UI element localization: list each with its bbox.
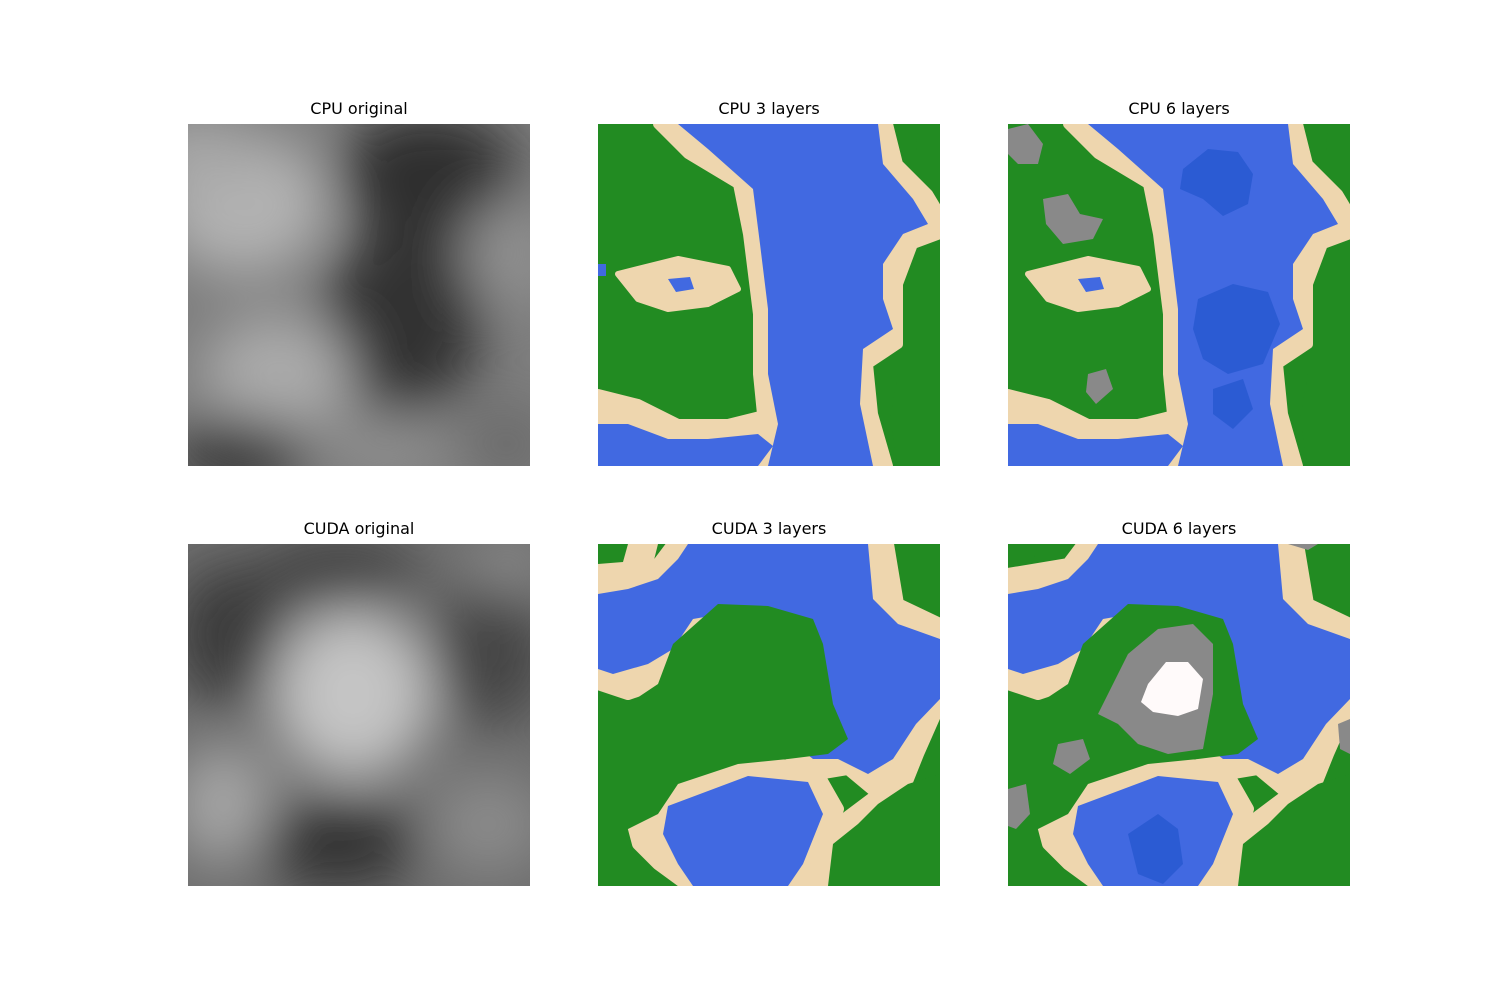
panel-title: CUDA 3 layers <box>711 519 827 538</box>
terrain-map <box>598 544 940 886</box>
heightmap-image <box>188 544 530 886</box>
terrain-map <box>598 124 940 466</box>
panel-title: CUDA original <box>303 519 415 538</box>
terrain-map <box>1008 124 1350 466</box>
panel-title: CPU 6 layers <box>1128 99 1230 118</box>
panel-title: CUDA 6 layers <box>1121 519 1237 538</box>
terrain-map <box>1008 544 1350 886</box>
panel-title: CPU 3 layers <box>718 99 820 118</box>
heightmap-image <box>188 124 530 466</box>
panel-title: CPU original <box>310 99 408 118</box>
